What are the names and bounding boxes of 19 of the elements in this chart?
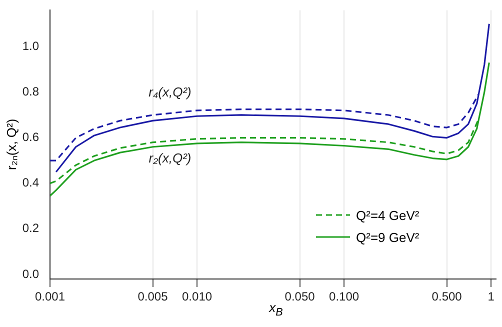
annotation: r₄(x,Q²) xyxy=(148,84,192,100)
annotation: r₂(x,Q²) xyxy=(148,150,192,166)
x-tick-label: 0.100 xyxy=(329,290,360,304)
y-tick-label: 0.2 xyxy=(22,221,40,236)
y-tick-label: 0.8 xyxy=(22,84,40,99)
y-tick-label: 1.0 xyxy=(22,38,40,53)
x-tick-label: 0.001 xyxy=(34,290,66,304)
x-tick-label: 1 xyxy=(488,290,495,304)
x-tick-label: 0.005 xyxy=(138,290,168,304)
x-axis-title: x$_{B}$ xyxy=(269,300,283,319)
y-tick-label: 0.6 xyxy=(22,130,40,144)
x-tick-label: 0.050 xyxy=(284,290,316,304)
legend-label: Q²=4 GeV² xyxy=(356,208,420,222)
x-tick-label: 0.500 xyxy=(432,290,462,304)
y-axis-title: r₂ₙ(x, Q²) xyxy=(3,118,20,170)
y-tick-label: 0.4 xyxy=(22,176,40,190)
legend-label: Q²=9 GeV² xyxy=(356,230,420,244)
x-tick-label: 0.010 xyxy=(182,290,212,304)
y-tick-label: 0.0 xyxy=(22,266,40,281)
